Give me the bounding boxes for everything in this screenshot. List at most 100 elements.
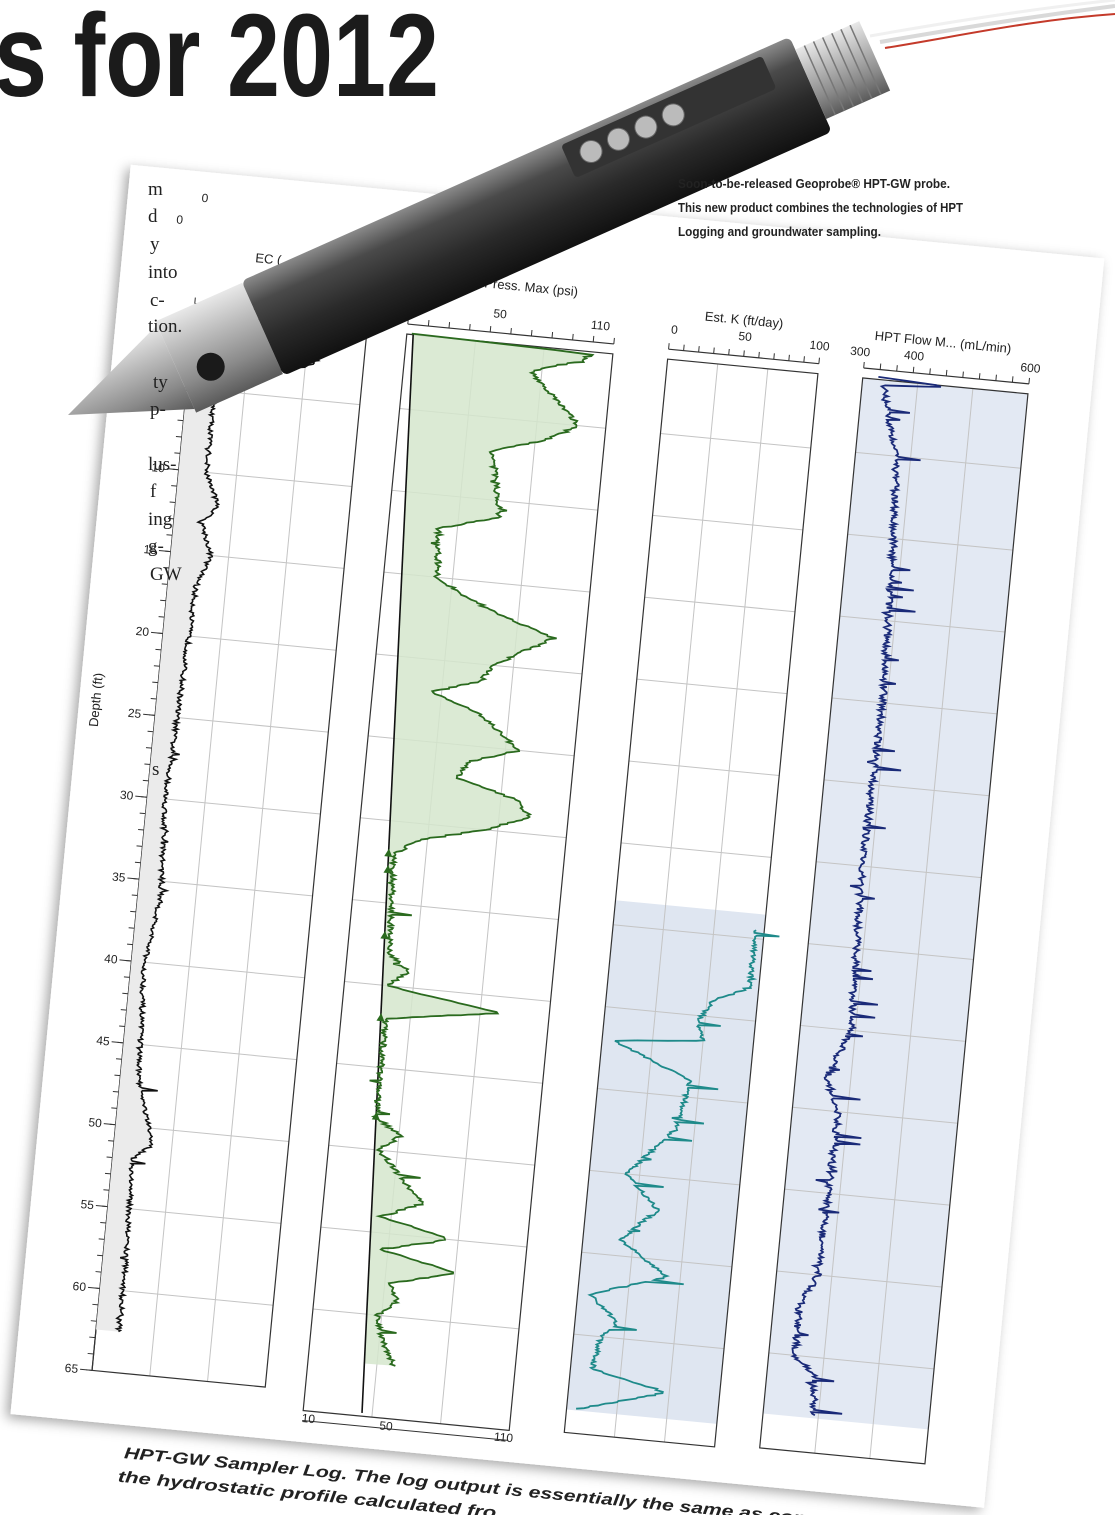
- text-fragment: ty: [153, 372, 168, 393]
- header-tick: [448, 322, 451, 329]
- depth-minor-tick: [150, 697, 157, 700]
- depth-minor-tick: [136, 845, 143, 847]
- text-fragment: c-: [150, 290, 165, 311]
- depth-minor-tick: [155, 648, 162, 651]
- depth-minor-tick: [142, 779, 149, 782]
- track-tick-label: 0: [176, 212, 184, 227]
- header-tick: [683, 344, 685, 351]
- grid-line: [831, 697, 998, 715]
- depth-minor-tick: [92, 1303, 99, 1306]
- wire: [884, 13, 1115, 49]
- text-fragment: g-: [148, 536, 164, 557]
- tracks: [80, 297, 1030, 1465]
- caption-line: Soon-to-be-released Geoprobe® HPT-GW pro…: [678, 176, 950, 191]
- header-tick: [758, 351, 760, 358]
- grid-line: [131, 960, 305, 979]
- depth-tick: [166, 468, 179, 471]
- track-frame: [563, 358, 819, 1448]
- track-tick-label: 100: [809, 338, 831, 354]
- depth-minor-tick: [128, 927, 135, 929]
- probe-tip: [68, 324, 195, 415]
- thread-lines: [803, 24, 882, 116]
- depth-tick-label: 55: [80, 1197, 95, 1212]
- depth-minor-tick: [160, 599, 167, 602]
- header-tick: [194, 297, 196, 304]
- depth-minor-tick: [153, 665, 160, 667]
- depth-minor-tick: [95, 1271, 102, 1273]
- depth-minor-tick: [145, 747, 153, 749]
- text-fragment: into: [148, 262, 178, 283]
- probe: [68, 21, 891, 415]
- depth-minor-tick: [119, 1025, 126, 1028]
- bottom-axis: [302, 1420, 509, 1441]
- depth-minor-tick: [144, 763, 151, 766]
- depth-minor-tick: [174, 452, 181, 454]
- header-tick: [469, 324, 471, 331]
- grid-line: [855, 451, 1021, 469]
- probe-wires: [869, 0, 1115, 49]
- text-fragment: p-: [150, 399, 166, 420]
- depth-minor-tick: [114, 1074, 121, 1077]
- grid-line: [581, 1251, 732, 1268]
- depth-tick-label: 65: [64, 1361, 79, 1376]
- grid-line: [573, 1333, 725, 1350]
- depth-tick-label: 45: [96, 1033, 111, 1048]
- header-tick: [1028, 377, 1030, 384]
- body-text: mdy into c-tion. ty p-lus-f ing g- GW s: [148, 179, 182, 780]
- grid-line: [597, 1088, 748, 1104]
- curves: [95, 332, 942, 1416]
- probe-caption: Soon-to-be-released Geoprobe® HPT-GW pro…: [678, 176, 963, 239]
- grid-line: [178, 469, 353, 487]
- track-bottom-tick-label: 10: [301, 1411, 316, 1426]
- probe-screen: [579, 139, 603, 163]
- header-tick: [427, 320, 430, 327]
- depth-minor-tick: [100, 1221, 107, 1224]
- depth-minor-tick: [166, 534, 173, 536]
- grid-line: [155, 714, 329, 733]
- grid-line: [107, 1206, 282, 1224]
- depth-tick: [80, 1368, 93, 1371]
- grid-line: [823, 779, 990, 797]
- depth-minor-tick: [139, 812, 146, 815]
- header-tick: [896, 365, 898, 372]
- grid-line: [336, 1062, 543, 1084]
- track-frame: [759, 377, 1029, 1465]
- grid-line: [162, 633, 337, 651]
- probe-thread: [795, 21, 891, 120]
- grid-line: [613, 363, 719, 1438]
- header-axis: [407, 323, 614, 345]
- header-tick: [995, 374, 997, 381]
- header-tick: [863, 361, 865, 369]
- k-trace: [576, 929, 780, 1410]
- grid-line: [660, 433, 811, 449]
- text-fragment: y: [150, 234, 160, 255]
- ec-trace: [114, 358, 321, 1333]
- depth-minor-tick: [147, 730, 154, 733]
- depth-tick: [158, 550, 171, 553]
- depth-minor-tick: [122, 992, 129, 995]
- depth-tick-label: 35: [111, 870, 126, 885]
- track-tick-label: 300: [850, 344, 872, 360]
- depth-tick-label: 30: [119, 788, 134, 803]
- grid-line: [839, 615, 1006, 633]
- grid-line: [814, 383, 919, 1454]
- grid-line: [776, 1270, 943, 1288]
- depth-minor-tick: [177, 419, 184, 422]
- grid-line: [847, 533, 1013, 551]
- pressure-marker: [384, 848, 393, 857]
- depth-minor-tick: [131, 894, 138, 897]
- grid-line: [792, 1106, 958, 1124]
- grid-line: [808, 943, 974, 960]
- grid-line: [784, 1188, 950, 1206]
- grid-line: [652, 514, 803, 531]
- hydrostatic-line: [361, 333, 415, 1413]
- grid-line: [636, 678, 788, 695]
- depth-minor-tick: [138, 828, 145, 831]
- depth-minor-tick: [175, 435, 182, 438]
- depth-minor-tick: [106, 1156, 113, 1159]
- header-tick: [912, 366, 915, 373]
- text-fragment: tion.: [148, 316, 182, 337]
- header-tick: [510, 327, 512, 335]
- k-background: [566, 900, 766, 1424]
